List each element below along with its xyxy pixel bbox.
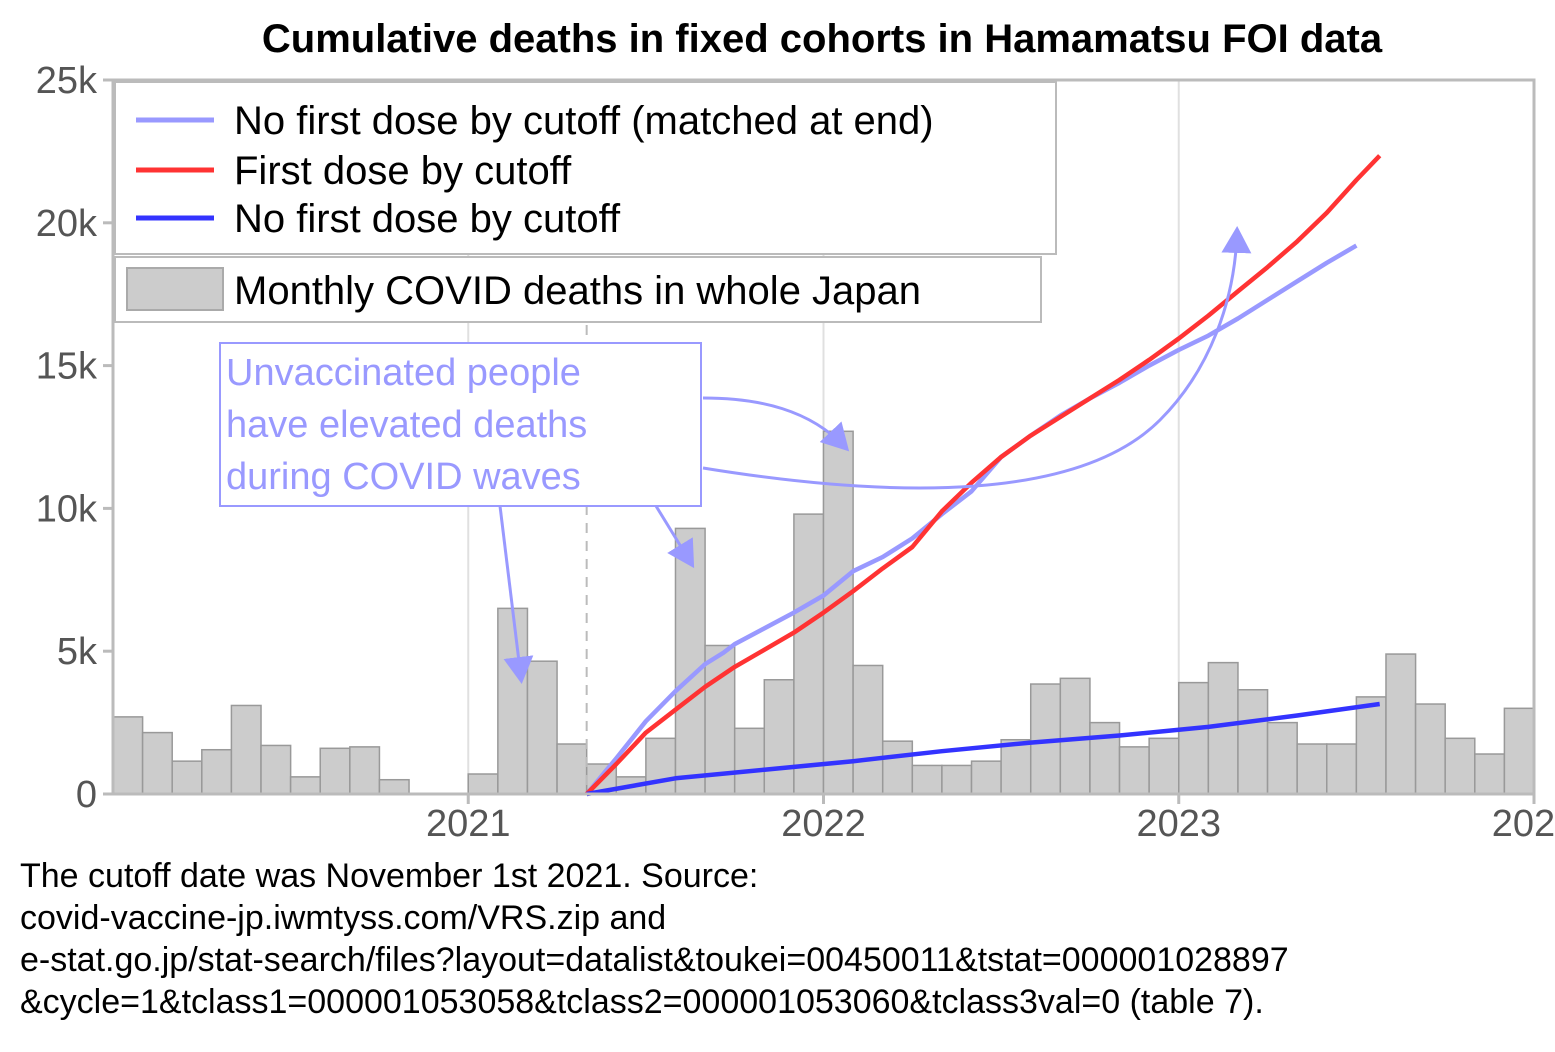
bar-2020-08 bbox=[141, 731, 173, 795]
bar-2021-09 bbox=[526, 660, 558, 795]
bar-2023-10 bbox=[1266, 721, 1298, 795]
chart-title: Cumulative deaths in fixed cohorts in Ha… bbox=[262, 17, 1383, 61]
bar-2024-01 bbox=[1355, 696, 1387, 795]
footnote-line-2: covid-vaccine-jp.iwmtyss.com/VRS.zip and bbox=[20, 899, 667, 937]
legend-label-matched: No first dose by cutoff (matched at end) bbox=[234, 99, 934, 143]
line-series bbox=[584, 154, 1382, 797]
series-line-1 bbox=[585, 154, 1382, 796]
y-tick-label: 20k bbox=[36, 203, 98, 245]
bar-2024-06 bbox=[1503, 707, 1535, 795]
bar-2024-05 bbox=[1474, 753, 1506, 795]
y-tick-label: 25k bbox=[36, 60, 98, 102]
bar-2023-05 bbox=[1118, 746, 1150, 795]
x-tick-label: 2024 bbox=[1492, 803, 1555, 845]
y-tick-label: 10k bbox=[36, 488, 98, 530]
x-tick-label: 2023 bbox=[1136, 803, 1221, 845]
bar-2023-06 bbox=[1148, 737, 1180, 795]
y-tick-label: 5k bbox=[57, 631, 98, 673]
bar-2021-01 bbox=[289, 776, 321, 795]
bar-2022-01 bbox=[645, 737, 677, 795]
legend-box-bars bbox=[114, 256, 1042, 323]
bar-2021-07 bbox=[467, 773, 499, 795]
legend: No first dose by cutoff (matched at end)… bbox=[114, 81, 1057, 323]
y-tick-label: 15k bbox=[36, 346, 98, 388]
bar-2020-10 bbox=[201, 748, 233, 795]
bar-2021-03 bbox=[349, 746, 381, 795]
bar-2022-09 bbox=[881, 740, 914, 795]
bar-2022-08 bbox=[852, 664, 884, 795]
footnote: The cutoff date was November 1st 2021. S… bbox=[20, 855, 1540, 1023]
chart: Cumulative deaths in fixed cohorts in Ha… bbox=[36, 17, 1555, 845]
annotation-arrow-4 bbox=[702, 226, 1252, 490]
bar-2021-02 bbox=[319, 747, 351, 795]
y-axis: 0 5k 10k 15k 20k 25k bbox=[36, 60, 113, 816]
bar-2020-07 bbox=[112, 716, 144, 795]
annotation-line-2: have elevated deaths bbox=[226, 404, 587, 446]
bar-2021-08 bbox=[497, 607, 529, 795]
bar-2021-04 bbox=[378, 778, 410, 795]
annotation-arrow-1 bbox=[498, 505, 534, 684]
bar-2022-02 bbox=[674, 527, 706, 795]
bar-2023-07 bbox=[1178, 681, 1210, 795]
x-tick-label: 2022 bbox=[781, 803, 866, 845]
bar-2022-06 bbox=[793, 513, 825, 795]
bar-2023-11 bbox=[1296, 743, 1328, 795]
bar-2021-10 bbox=[556, 743, 588, 795]
legend-label-no-first-dose: No first dose by cutoff bbox=[234, 197, 621, 241]
legend-swatch-bars bbox=[126, 267, 224, 311]
bar-2020-09 bbox=[171, 760, 203, 795]
bar-2022-04 bbox=[733, 727, 766, 795]
bar-2024-04 bbox=[1444, 737, 1476, 795]
annotation: Unvaccinated people have elevated deaths… bbox=[219, 226, 1252, 684]
x-tick-label: 2021 bbox=[426, 803, 511, 845]
legend-label-bars: Monthly COVID deaths in whole Japan bbox=[234, 269, 921, 313]
annotation-arrow-3 bbox=[702, 396, 850, 452]
annotation-line-1: Unvaccinated people bbox=[226, 352, 581, 394]
y-tick-label: 0 bbox=[76, 774, 97, 816]
bar-2024-02 bbox=[1385, 653, 1417, 795]
bar-2022-10 bbox=[911, 764, 943, 795]
bar-2020-11 bbox=[230, 704, 262, 795]
bar-2022-11 bbox=[941, 764, 973, 795]
series-line-2 bbox=[586, 701, 1381, 797]
bar-2023-04 bbox=[1089, 721, 1121, 795]
bar-2023-01 bbox=[1000, 738, 1032, 795]
bar-2022-05 bbox=[763, 679, 795, 795]
legend-label-first-dose: First dose by cutoff bbox=[234, 149, 572, 193]
footnote-line-3: e-stat.go.jp/stat-search/files?layout=da… bbox=[20, 941, 1289, 979]
bar-2023-09 bbox=[1237, 689, 1269, 795]
bar-2024-03 bbox=[1414, 703, 1446, 795]
bar-2020-12 bbox=[260, 744, 292, 795]
legend-box-lines bbox=[114, 81, 1057, 255]
x-axis: 2021 2022 2023 2024 bbox=[426, 794, 1555, 845]
bars-series bbox=[112, 430, 1535, 795]
annotation-arrow-2 bbox=[654, 505, 695, 569]
footnote-line-1: The cutoff date was November 1st 2021. S… bbox=[20, 857, 759, 895]
series-line-0 bbox=[584, 243, 1358, 796]
annotation-box bbox=[219, 342, 702, 507]
bar-2022-07 bbox=[822, 430, 854, 795]
bar-2022-12 bbox=[970, 760, 1002, 795]
bar-2023-12 bbox=[1326, 743, 1358, 795]
annotation-line-3: during COVID waves bbox=[226, 456, 581, 498]
footnote-line-4: &cycle=1&tclass1=000001053058&tclass2=00… bbox=[20, 983, 1264, 1021]
